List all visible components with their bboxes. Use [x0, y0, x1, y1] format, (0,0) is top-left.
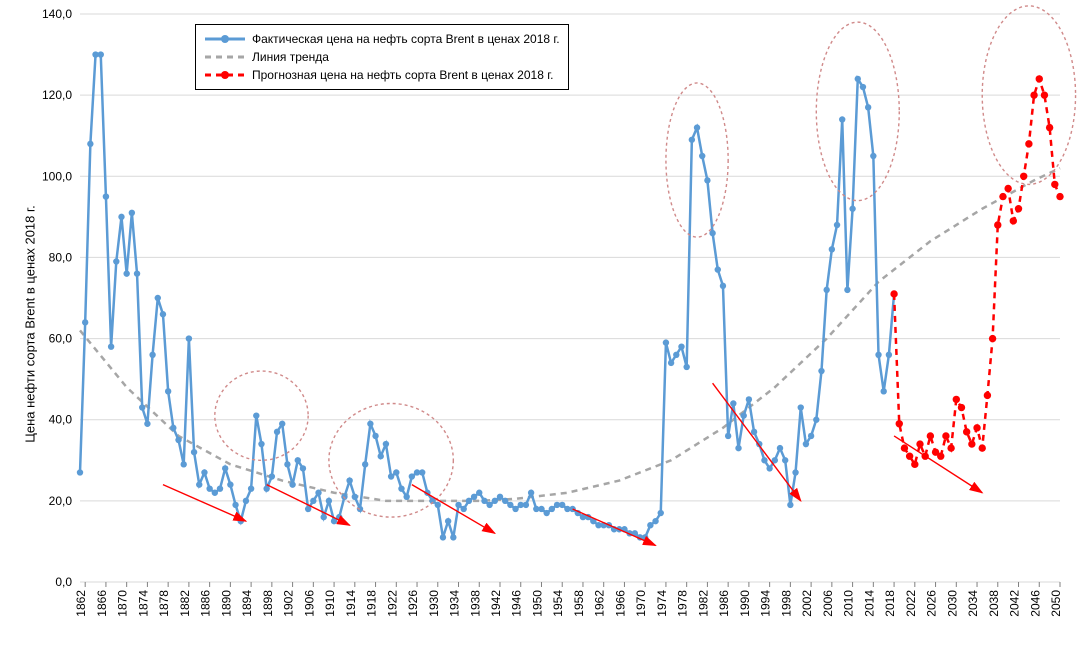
- svg-text:2026: 2026: [925, 590, 939, 617]
- svg-text:2050: 2050: [1049, 590, 1063, 617]
- legend-label: Прогнозная цена на нефть сорта Brent в ц…: [252, 68, 553, 82]
- svg-text:1926: 1926: [406, 590, 420, 617]
- svg-text:1946: 1946: [510, 590, 524, 617]
- legend-swatch: [204, 31, 246, 47]
- svg-text:1938: 1938: [468, 590, 482, 617]
- svg-text:2006: 2006: [821, 590, 835, 617]
- chart-svg: 0,0 20,0 40,0 60,0 80,0 100,0 120,0 140,0 1862 18…: [0, 0, 1084, 648]
- svg-text:2038: 2038: [987, 590, 1001, 617]
- svg-text:1874: 1874: [136, 590, 150, 617]
- legend-label: Фактическая цена на нефть сорта Brent в …: [252, 32, 560, 46]
- svg-text:1890: 1890: [219, 590, 233, 617]
- svg-text:1990: 1990: [738, 590, 752, 617]
- svg-text:120,0: 120,0: [42, 88, 72, 102]
- svg-text:1958: 1958: [572, 590, 586, 617]
- svg-text:140,0: 140,0: [42, 7, 72, 21]
- svg-text:2034: 2034: [966, 590, 980, 617]
- svg-text:1918: 1918: [365, 590, 379, 617]
- svg-text:60,0: 60,0: [49, 332, 73, 346]
- svg-text:1998: 1998: [779, 590, 793, 617]
- svg-text:100,0: 100,0: [42, 169, 72, 183]
- svg-text:2042: 2042: [1008, 590, 1022, 617]
- svg-text:1902: 1902: [282, 590, 296, 617]
- svg-text:1974: 1974: [655, 590, 669, 617]
- chart-container: Цена нефти сорта Brent в ценах 2018 г. 0…: [0, 0, 1084, 648]
- y-axis-title: Цена нефти сорта Brent в ценах 2018 г.: [22, 205, 37, 443]
- svg-text:40,0: 40,0: [49, 413, 73, 427]
- svg-text:2002: 2002: [800, 590, 814, 617]
- svg-text:80,0: 80,0: [49, 250, 73, 264]
- legend: Фактическая цена на нефть сорта Brent в …: [195, 24, 569, 90]
- legend-item: Линия тренда: [204, 49, 560, 65]
- svg-text:1878: 1878: [157, 590, 171, 617]
- svg-text:20,0: 20,0: [49, 494, 73, 508]
- svg-text:1994: 1994: [759, 590, 773, 617]
- svg-text:2046: 2046: [1028, 590, 1042, 617]
- legend-label: Линия тренда: [252, 50, 329, 64]
- svg-text:1982: 1982: [696, 590, 710, 617]
- svg-text:2030: 2030: [945, 590, 959, 617]
- svg-text:1930: 1930: [427, 590, 441, 617]
- svg-text:1886: 1886: [199, 590, 213, 617]
- svg-text:1978: 1978: [676, 590, 690, 617]
- svg-text:1954: 1954: [551, 590, 565, 617]
- svg-text:1870: 1870: [116, 590, 130, 617]
- svg-text:1882: 1882: [178, 590, 192, 617]
- svg-text:1914: 1914: [344, 590, 358, 617]
- svg-text:2018: 2018: [883, 590, 897, 617]
- svg-text:1966: 1966: [613, 590, 627, 617]
- svg-text:1962: 1962: [593, 590, 607, 617]
- svg-text:1906: 1906: [302, 590, 316, 617]
- legend-swatch: [204, 49, 246, 65]
- svg-text:2014: 2014: [862, 590, 876, 617]
- svg-text:2010: 2010: [842, 590, 856, 617]
- legend-item: Прогнозная цена на нефть сорта Brent в ц…: [204, 67, 560, 83]
- svg-text:2022: 2022: [904, 590, 918, 617]
- svg-text:1970: 1970: [634, 590, 648, 617]
- svg-text:1934: 1934: [448, 590, 462, 617]
- svg-text:1910: 1910: [323, 590, 337, 617]
- svg-text:0,0: 0,0: [55, 575, 72, 589]
- svg-text:1950: 1950: [530, 590, 544, 617]
- svg-text:1922: 1922: [385, 590, 399, 617]
- svg-text:1866: 1866: [95, 590, 109, 617]
- svg-text:1894: 1894: [240, 590, 254, 617]
- svg-text:1898: 1898: [261, 590, 275, 617]
- legend-swatch: [204, 67, 246, 83]
- svg-text:1942: 1942: [489, 590, 503, 617]
- svg-text:1862: 1862: [74, 590, 88, 617]
- svg-text:1986: 1986: [717, 590, 731, 617]
- legend-item: Фактическая цена на нефть сорта Brent в …: [204, 31, 560, 47]
